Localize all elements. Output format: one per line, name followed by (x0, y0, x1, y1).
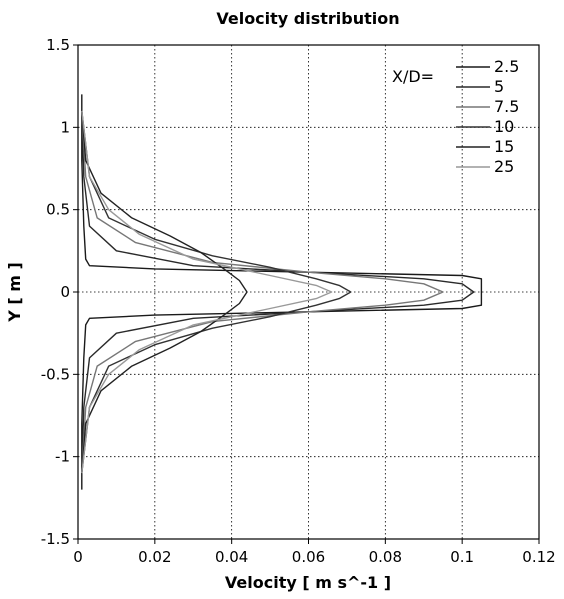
x-tick-label: 0.1 (450, 548, 474, 566)
series-line-15 (81, 110, 248, 474)
grid-lines (77, 44, 540, 540)
y-tick-label: -1.5 (41, 530, 70, 548)
legend-label-15: 15 (494, 137, 514, 156)
x-tick-label: 0.06 (292, 548, 325, 566)
x-tick-label: 0.08 (369, 548, 402, 566)
series-lines (81, 94, 483, 490)
chart-title: Velocity distribution (216, 9, 399, 28)
series-line-5 (81, 110, 475, 474)
x-tick-label: 0.02 (138, 548, 171, 566)
y-tick-labels: 1.5 1 0.5 0 -0.5 -1 -1.5 (41, 36, 78, 548)
series-line-2.5 (81, 94, 483, 490)
y-tick-label: 0.5 (46, 201, 70, 219)
legend-label-5: 5 (494, 77, 504, 96)
series-line-25 (81, 110, 333, 474)
y-tick-label: 0 (60, 283, 70, 301)
x-tick-labels: 0 0.02 0.04 0.06 0.08 0.1 0.12 (73, 539, 556, 566)
legend-label-25: 25 (494, 157, 514, 176)
y-tick-label: -1 (55, 448, 70, 466)
y-axis-label: Y [ m ] (5, 262, 24, 323)
y-tick-label: 1.5 (46, 36, 70, 54)
series-line-10 (81, 110, 352, 474)
x-tick-label: 0 (73, 548, 83, 566)
legend-label-7.5: 7.5 (494, 97, 519, 116)
y-tick-label: 1 (60, 118, 70, 136)
x-tick-label: 0.04 (215, 548, 248, 566)
legend-title: X/D= (392, 67, 434, 86)
series-line-7.5 (81, 110, 444, 474)
y-tick-label: -0.5 (41, 365, 70, 383)
legend-label-10: 10 (494, 117, 514, 136)
x-tick-label: 0.12 (522, 548, 555, 566)
legend-label-2.5: 2.5 (494, 57, 519, 76)
x-axis-label: Velocity [ m s^-1 ] (225, 573, 391, 592)
